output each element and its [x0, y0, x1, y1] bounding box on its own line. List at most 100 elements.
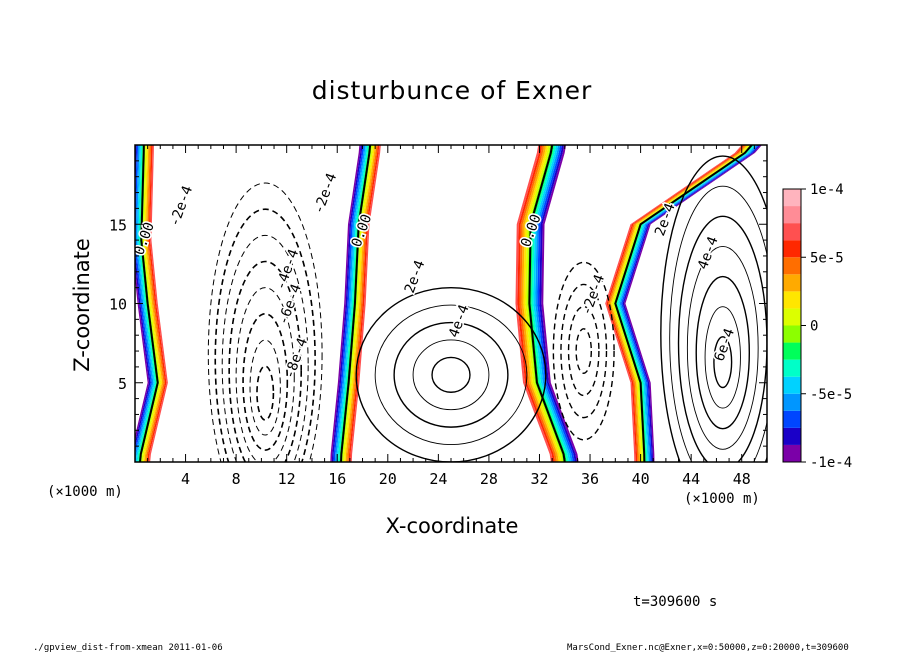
negative-contour [575, 328, 593, 374]
y-tick-label: 10 [109, 296, 127, 314]
negative-contour [560, 283, 608, 419]
shaded-band-segment [334, 145, 366, 462]
x-tick-label: 36 [581, 470, 599, 488]
positive-contour [713, 336, 733, 389]
positive-contour [431, 356, 471, 393]
chart-title: disturbunce of Exner [311, 76, 593, 105]
shaded-band-segment [342, 145, 374, 462]
shaded-band-segment [521, 145, 559, 462]
shaded-band-segment [350, 145, 381, 462]
contour-label: 2e-4 [402, 258, 429, 295]
positive-contour [374, 304, 528, 446]
shaded-band-segment [345, 145, 377, 462]
positive-contour [677, 215, 767, 462]
negative-contour [235, 287, 295, 462]
y-tick-label: 15 [109, 216, 127, 234]
positive-contour [695, 275, 751, 430]
positive-contour [412, 339, 490, 411]
negative-contour [214, 208, 316, 462]
shaded-band-segment [531, 145, 569, 462]
colorbar-segment [783, 359, 801, 377]
colorbar-tick-label: -1e-4 [810, 455, 852, 471]
contour-label: 4e-4 [446, 303, 473, 340]
x-tick-label: 40 [632, 470, 650, 488]
shaded-band-segment [525, 145, 563, 462]
positive-contour [393, 321, 509, 428]
shaded-band-segment [605, 145, 744, 462]
shaded-band-segment [347, 145, 378, 462]
colorbar-segment [783, 393, 801, 411]
contour-label: -2e-4 [311, 171, 340, 216]
colorbar-segment [783, 206, 801, 224]
colorbar-segment [783, 274, 801, 292]
colorbar-segment [783, 427, 801, 445]
colorbar-segment [783, 308, 801, 326]
shaded-band-segment [523, 145, 561, 462]
colorbar-segment [783, 291, 801, 309]
x-axis-label: X-coordinate [385, 514, 519, 538]
contour-label: 6e-4 [711, 326, 738, 363]
colorbar-segment [783, 376, 801, 394]
colorbar-segment [783, 342, 801, 360]
x-tick-label: 44 [682, 470, 700, 488]
colorbar-segment [783, 410, 801, 428]
colorbar-tick-label: -5e-5 [810, 387, 852, 403]
positive-contour [669, 185, 767, 462]
colorbar-tick-label: 0 [810, 319, 818, 335]
x-tick-label: 20 [379, 470, 397, 488]
contour-label: 4e-4 [695, 234, 722, 271]
colorbar-segment [783, 444, 801, 462]
colorbar-tick-label: 1e-4 [810, 182, 844, 198]
positive-contour [686, 245, 759, 450]
colorbar-segment [783, 240, 801, 258]
x-tick-label: 28 [480, 470, 498, 488]
x-tick-label: 4 [181, 470, 190, 488]
shaded-band-segment [330, 145, 361, 462]
contour-label: -2e-4 [579, 272, 608, 317]
zero-contour-line [340, 145, 372, 462]
shaded-band-segment [541, 145, 579, 462]
footer-right-text: MarsCond_Exner.nc@Exner,x=0:50000,z=0:20… [567, 643, 849, 653]
y-axis-label: Z-coordinate [70, 238, 94, 372]
shaded-band-segment [336, 145, 368, 462]
shaded-band-segment [331, 145, 363, 462]
shaded-band-segment [537, 145, 575, 462]
zero-contour-line [139, 145, 159, 462]
shaded-band-segment [535, 145, 573, 462]
negative-contour [552, 261, 615, 441]
shaded-band-segment [337, 145, 369, 462]
footer-left-text: ./gpview_dist-from-xmean 2011-01-06 [33, 643, 223, 653]
shaded-band-segment [533, 145, 571, 462]
shaded-band-segment [539, 145, 577, 462]
shaded-band-segment [135, 145, 150, 443]
shaded-band-segment [606, 145, 745, 462]
plot-frame [134, 144, 768, 463]
x-tick-label: 48 [733, 470, 751, 488]
positive-contour [704, 306, 741, 409]
shaded-band-segment [519, 145, 557, 462]
contour-label: -2e-4 [167, 184, 196, 229]
shaded-band-segment [135, 145, 152, 455]
x-tick-label: 12 [278, 470, 296, 488]
shaded-band-segment [529, 145, 567, 462]
shaded-band-segment [344, 145, 375, 462]
plot-area: 0.00-2e-4 -2e-4-4e-4-6e-4-8e-40.002e-44e-… [135, 145, 767, 462]
negative-contour [242, 313, 289, 451]
colorbar-segment [783, 257, 801, 275]
colorbar-tick-label: 5e-5 [810, 250, 844, 266]
x-tick-label: 32 [530, 470, 548, 488]
x-unit-label: (×1000 m) [684, 491, 760, 507]
shaded-band-segment [515, 145, 553, 462]
y-tick-label: 5 [118, 375, 127, 393]
negative-contour [221, 234, 309, 462]
x-tick-label: 24 [429, 470, 447, 488]
zero-contour-line [614, 145, 753, 462]
y-unit-label: (×1000 m) [47, 484, 123, 500]
contour-label: -8e-4 [282, 336, 311, 381]
negative-contour [256, 365, 275, 421]
negative-contour [207, 182, 323, 462]
shaded-band-segment [333, 145, 364, 462]
negative-contour [228, 260, 303, 462]
x-tick-label: 8 [232, 470, 241, 488]
